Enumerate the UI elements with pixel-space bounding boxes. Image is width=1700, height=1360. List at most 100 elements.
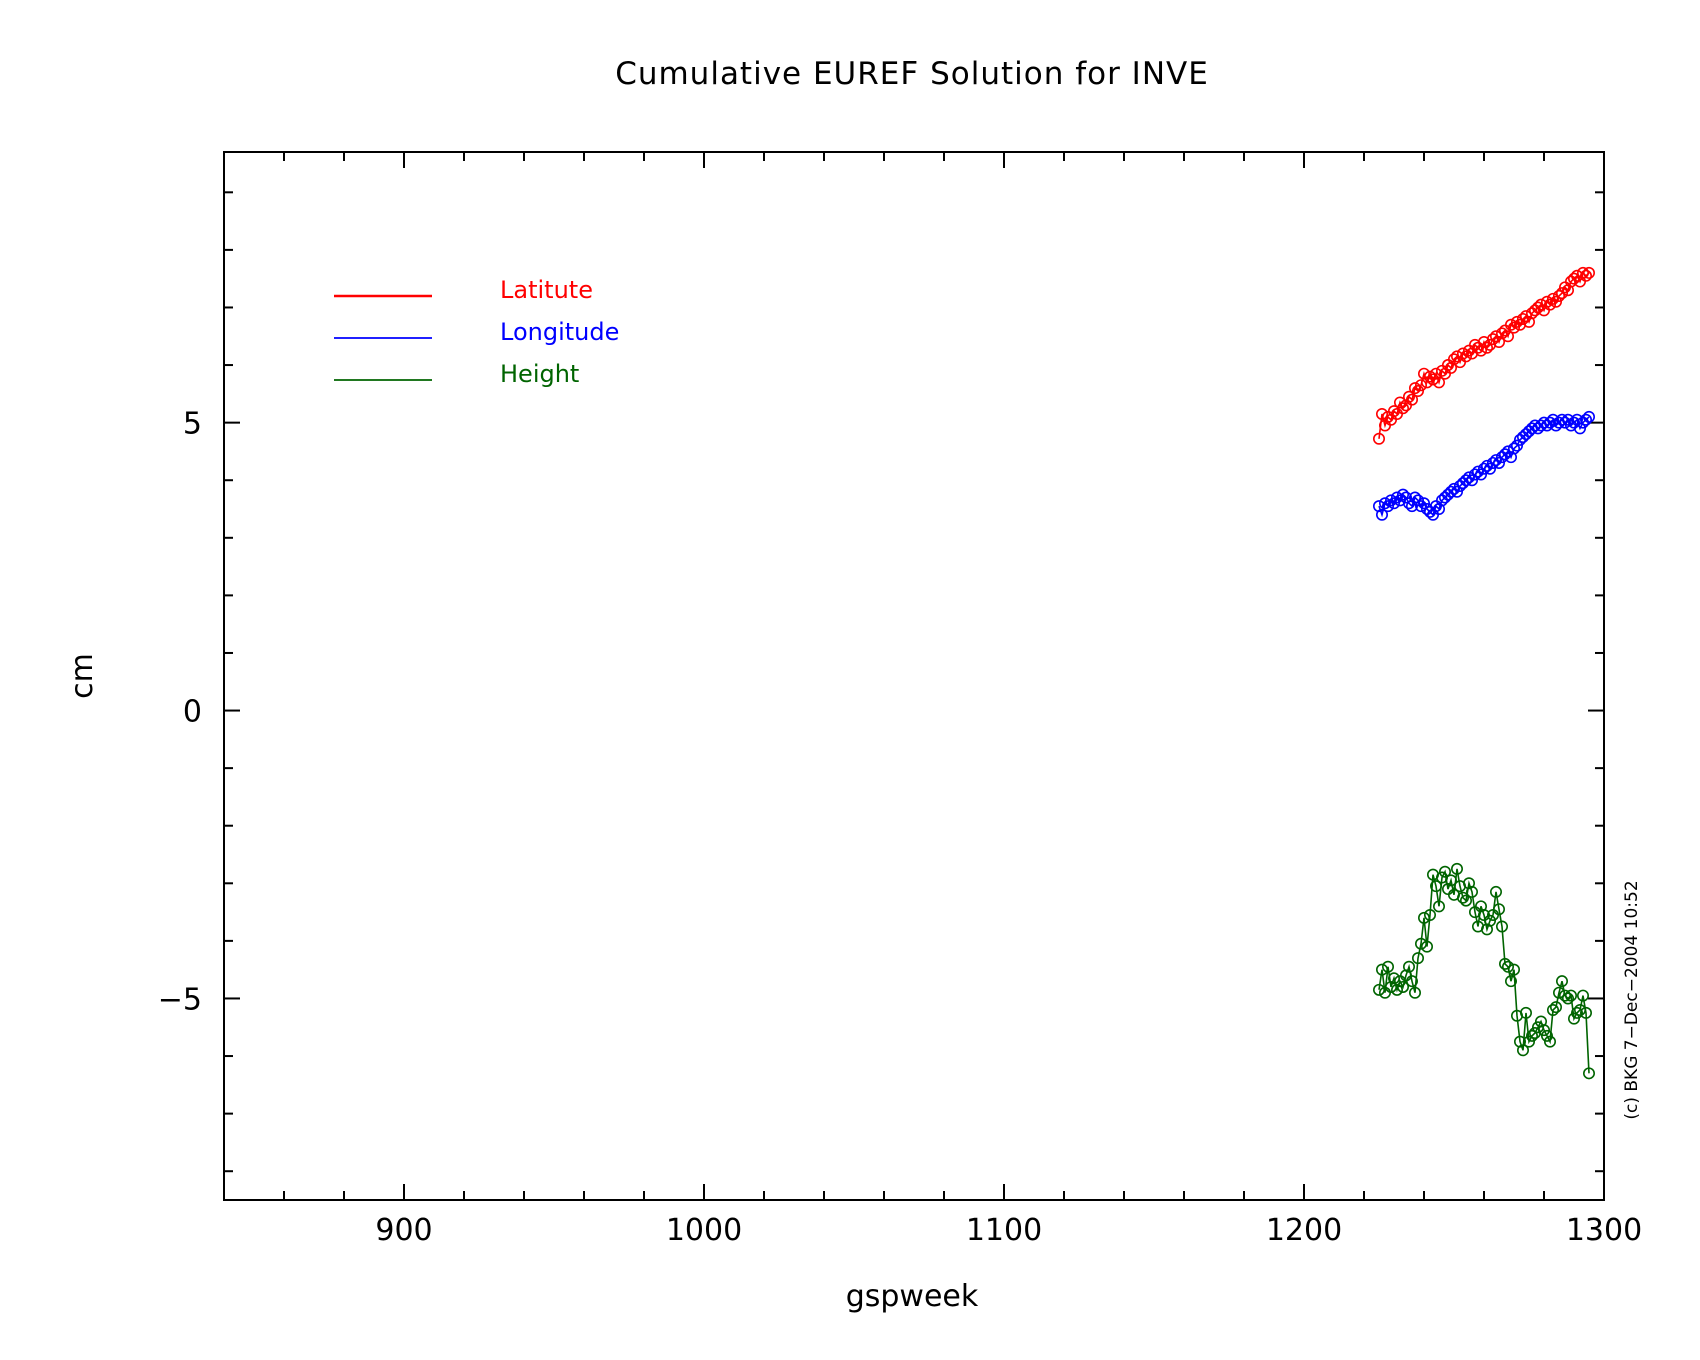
data-point: [1418, 497, 1431, 510]
data-point: [1421, 376, 1434, 389]
series-line: [1378, 271, 1590, 439]
data-point: [1499, 448, 1512, 461]
axis-ticks: [223, 152, 1605, 1200]
data-point: [1457, 347, 1470, 360]
data-point: [1382, 500, 1395, 513]
data-point: [1493, 903, 1506, 916]
data-point: [1511, 439, 1524, 452]
data-point: [1388, 497, 1401, 510]
data-point: [1559, 989, 1572, 1002]
data-point: [1532, 301, 1545, 314]
series-line: [1378, 868, 1590, 1074]
data-point: [1451, 862, 1464, 875]
data-point: [1451, 350, 1464, 363]
data-point: [1466, 885, 1479, 898]
data-point: [1385, 494, 1398, 507]
data-point: [1496, 327, 1509, 340]
legend: Latitute Longitude Height: [334, 276, 619, 388]
data-point: [1556, 413, 1569, 426]
data-point: [1565, 989, 1578, 1002]
data-point: [1469, 468, 1482, 481]
data-point: [1433, 376, 1446, 389]
series-longitude: [1373, 410, 1596, 521]
y-axis-label: cm: [65, 653, 100, 699]
data-point: [1379, 497, 1392, 510]
data-point: [1508, 321, 1521, 334]
credit-text: (c) BKG 7−Dec−2004 10:52: [1622, 880, 1642, 1119]
data-point: [1553, 289, 1566, 302]
data-point: [1460, 894, 1473, 907]
legend-label: Height: [500, 360, 579, 388]
data-point: [1577, 266, 1590, 279]
data-point: [1550, 1001, 1563, 1014]
data-point: [1541, 1029, 1554, 1042]
data-point: [1406, 393, 1419, 406]
data-point: [1424, 370, 1437, 383]
data-point: [1490, 885, 1503, 898]
data-point: [1517, 312, 1530, 325]
data-point: [1505, 975, 1518, 988]
data-point: [1427, 373, 1440, 386]
data-point: [1583, 410, 1596, 423]
data-point: [1376, 407, 1389, 420]
data-point: [1418, 911, 1431, 924]
data-point: [1460, 350, 1473, 363]
data-point: [1508, 963, 1521, 976]
data-point: [1406, 975, 1419, 988]
data-point: [1544, 1035, 1557, 1048]
data-point: [1508, 442, 1521, 455]
data-point: [1571, 269, 1584, 282]
data-point: [1574, 1003, 1587, 1016]
data-point: [1505, 318, 1518, 331]
data-point: [1532, 1021, 1545, 1034]
data-point: [1478, 462, 1491, 475]
data-point: [1574, 422, 1587, 435]
data-point: [1538, 1024, 1551, 1037]
y-tick-label: −5: [158, 982, 202, 1017]
data-point: [1463, 471, 1476, 484]
data-point: [1580, 1006, 1593, 1019]
data-point: [1388, 972, 1401, 985]
data-point: [1376, 508, 1389, 521]
data-point: [1376, 963, 1389, 976]
data-point: [1397, 488, 1410, 501]
data-point: [1466, 474, 1479, 487]
data-point: [1412, 384, 1425, 397]
data-point: [1403, 390, 1416, 403]
data-point: [1562, 992, 1575, 1005]
x-tick-label: 1000: [666, 1213, 742, 1248]
data-point: [1490, 330, 1503, 343]
data-point: [1373, 432, 1386, 445]
data-point: [1448, 482, 1461, 495]
data-point: [1559, 416, 1572, 429]
data-point: [1484, 462, 1497, 475]
data-point: [1550, 295, 1563, 308]
data-point: [1544, 416, 1557, 429]
series-layer: [1373, 266, 1596, 1080]
data-point: [1496, 920, 1509, 933]
data-point: [1415, 379, 1428, 392]
x-tick-label: 900: [375, 1213, 432, 1248]
data-point: [1520, 310, 1533, 323]
data-point: [1475, 468, 1488, 481]
data-point: [1397, 980, 1410, 993]
data-point: [1445, 874, 1458, 887]
data-point: [1415, 937, 1428, 950]
data-point: [1520, 1006, 1533, 1019]
data-point: [1433, 900, 1446, 913]
data-point: [1583, 1067, 1596, 1080]
data-point: [1397, 402, 1410, 415]
data-point: [1490, 454, 1503, 467]
data-point: [1481, 341, 1494, 354]
data-point: [1526, 1029, 1539, 1042]
x-axis-label: gspweek: [846, 1279, 979, 1314]
data-point: [1493, 456, 1506, 469]
x-tick-label: 1300: [1566, 1213, 1642, 1248]
data-point: [1553, 986, 1566, 999]
data-point: [1409, 382, 1422, 395]
data-point: [1415, 500, 1428, 513]
data-point: [1547, 413, 1560, 426]
data-point: [1403, 960, 1416, 973]
